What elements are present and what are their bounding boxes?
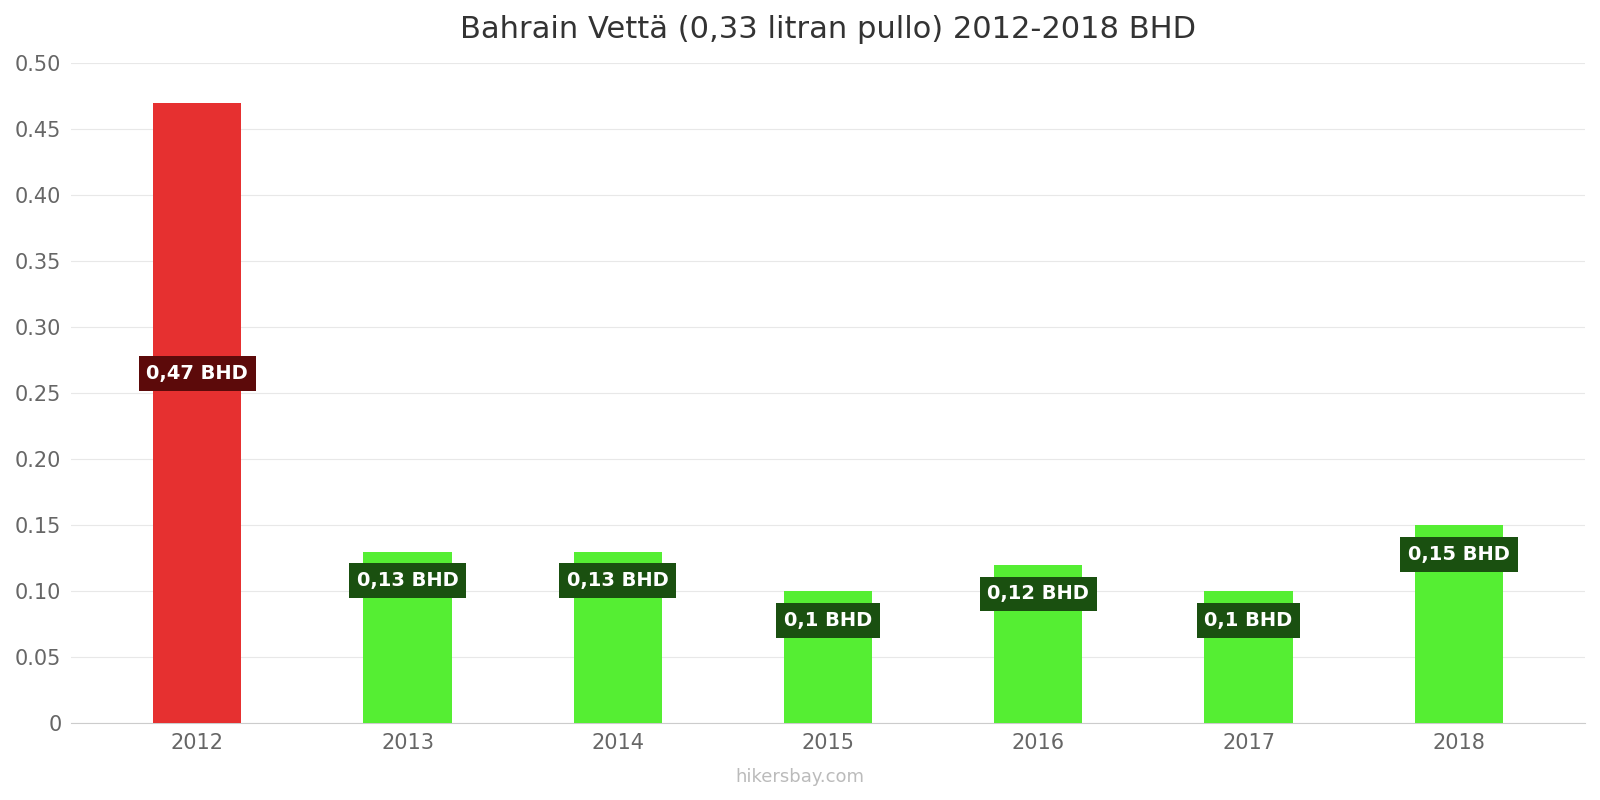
Bar: [154, 102, 242, 723]
Bar: [994, 565, 1083, 723]
Text: 0,47 BHD: 0,47 BHD: [146, 364, 248, 383]
Bar: [363, 552, 451, 723]
Text: 0,1 BHD: 0,1 BHD: [1205, 610, 1293, 630]
Bar: [1205, 591, 1293, 723]
Text: 0,1 BHD: 0,1 BHD: [784, 610, 872, 630]
Bar: [1414, 525, 1502, 723]
Text: 0,13 BHD: 0,13 BHD: [357, 571, 458, 590]
Bar: [784, 591, 872, 723]
Text: hikersbay.com: hikersbay.com: [736, 768, 864, 786]
Title: Bahrain Vettä (0,33 litran pullo) 2012-2018 BHD: Bahrain Vettä (0,33 litran pullo) 2012-2…: [461, 15, 1197, 44]
Bar: [574, 552, 662, 723]
Text: 0,12 BHD: 0,12 BHD: [987, 584, 1090, 603]
Text: 0,13 BHD: 0,13 BHD: [566, 571, 669, 590]
Text: 0,15 BHD: 0,15 BHD: [1408, 545, 1510, 564]
